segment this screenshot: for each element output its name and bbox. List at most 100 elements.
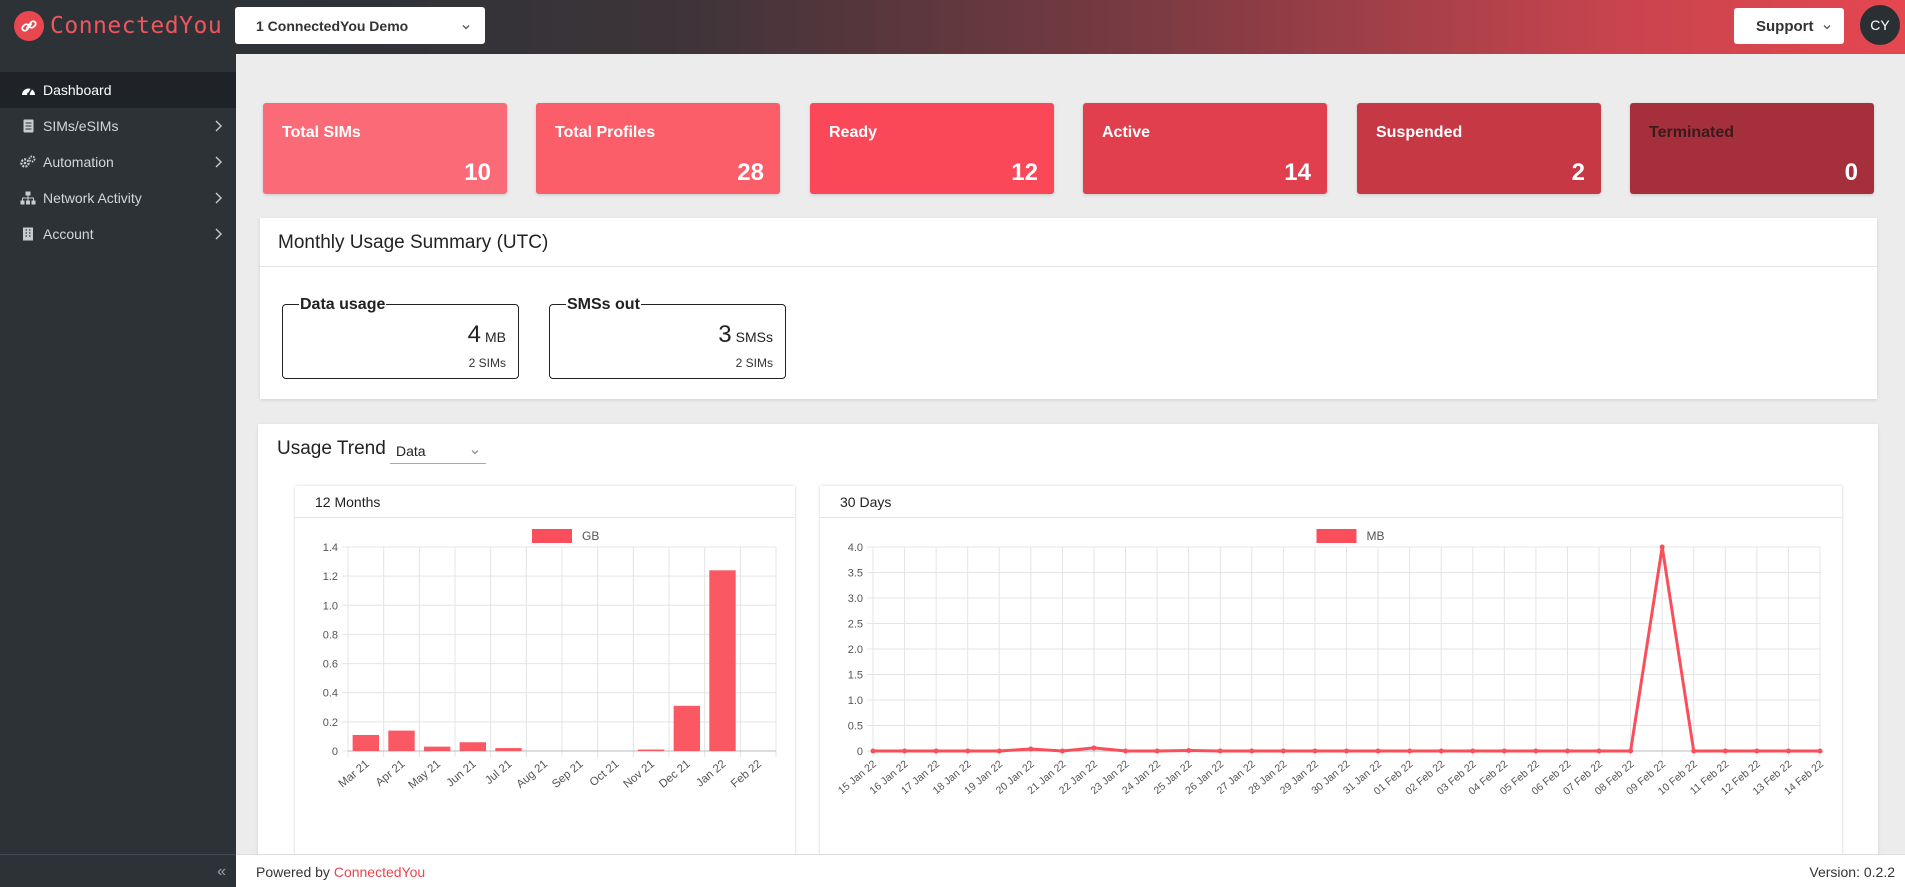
data-point [902,748,908,754]
chevron-down-icon [470,444,480,460]
sidebar-collapse-bar: « [0,854,236,887]
network-icon [20,190,36,206]
data-usage-box: Data usage 4 MB 2 SIMs [282,296,519,379]
bar [709,570,736,751]
y-tick-label: 0.6 [323,659,338,671]
y-tick-label: 1.5 [848,670,863,682]
footer: Powered by ConnectedYou Version: 0.2.2 [236,854,1905,887]
bar [388,730,415,751]
account-select[interactable]: 1 ConnectedYou Demo [235,7,485,44]
stat-card-total-profiles[interactable]: Total Profiles 28 [536,103,780,194]
x-tick-label: Jun 21 [445,758,479,789]
x-tick-label: Sep 21 [550,758,586,791]
brand-name: ConnectedYou [50,13,223,39]
data-point [1817,748,1823,754]
monthly-usage-panel: Monthly Usage Summary (UTC) Data usage 4… [260,218,1877,399]
building-icon [20,226,36,242]
legend-swatch [1316,529,1357,543]
data-point [1028,746,1034,752]
legend-label: GB [582,529,599,543]
data-point [1312,748,1318,754]
stat-label: Active [1102,124,1151,141]
data-point [1059,748,1065,754]
sidebar-item-sims[interactable]: SIMs/eSIMs [0,108,236,144]
sms-out-label: SMSs out [566,296,641,314]
x-tick-label: Oct 21 [588,758,622,789]
data-point [1438,748,1444,754]
stat-label: Total Profiles [555,124,656,141]
y-tick-label: 0.4 [323,688,338,700]
y-tick-label: 0.2 [323,717,338,729]
dashboard-icon [20,82,36,98]
x-tick-label: Jan 22 [694,758,728,789]
data-point [1249,748,1255,754]
x-tick-label: May 21 [406,758,443,791]
x-tick-label: Dec 21 [657,758,693,791]
support-button[interactable]: Support [1734,8,1844,44]
bar [637,749,665,751]
chevron-right-icon [214,191,222,207]
stat-card-suspended[interactable]: Suspended 2 [1357,103,1601,194]
account-select-value: 1 ConnectedYou Demo [256,17,409,34]
y-tick-label: 0.8 [323,629,338,641]
y-tick-label: 0 [857,746,863,758]
cogs-icon [20,154,36,170]
avatar[interactable]: CY [1860,5,1900,45]
bar [495,748,522,751]
stat-label: Ready [829,124,878,141]
stat-value: 2 [1571,159,1585,186]
trend-type-select[interactable]: Data [390,438,486,464]
bar [423,746,451,751]
data-point [1154,748,1160,754]
data-point [1375,748,1381,754]
data-point [1186,747,1192,753]
sidebar-item-automation[interactable]: Automation [0,144,236,180]
stat-card-active[interactable]: Active 14 [1083,103,1327,194]
bar [352,734,380,751]
chart-30-days: 30 Days MB 0 0.5 1.0 1.5 2.0 2.5 3.0 3.5 4.0 15 Ja… [820,486,1842,864]
data-point [1123,748,1129,754]
y-tick-label: 3.0 [848,593,863,605]
divider [260,266,1877,267]
data-point [1628,748,1634,754]
stat-label: Suspended [1376,124,1463,141]
brand-logo[interactable]: ConnectedYou [14,10,222,42]
sms-out-value-group: 3 SMSs [718,321,773,349]
y-tick-label: 3.5 [848,568,863,580]
sidebar-item-label: Account [43,226,94,242]
data-usage-label: Data usage [299,296,387,314]
y-tick-label: 1.0 [848,695,863,707]
sidebar-item-dashboard[interactable]: Dashboard [0,72,236,108]
trend-type-value: Data [396,443,426,459]
data-point [965,748,971,754]
chart-title: 30 Days [820,486,1842,518]
stat-card-total-sims[interactable]: Total SIMs 10 [263,103,507,194]
chart-12-months: 12 Months GB 0 0.2 0.4 0.6 0.8 1.0 1.2 1.4 Mar 21… [295,486,795,864]
stat-label: Total SIMs [282,124,361,141]
footer-brand-link[interactable]: ConnectedYou [333,864,426,880]
version-label: Version: 0.2.2 [1809,864,1895,880]
collapse-sidebar-button[interactable]: « [217,863,226,880]
y-tick-label: 1.0 [323,600,338,612]
data-point [1407,748,1413,754]
x-tick-label: Mar 21 [337,758,372,790]
panel-title: Usage Trend [277,438,386,459]
y-tick-label: 0.5 [848,721,863,733]
bar-chart: GB 0 0.2 0.4 0.6 0.8 1.0 1.2 1.4 Mar 21 Apr 21 May … [323,529,777,792]
sidebar-item-label: Network Activity [43,190,142,206]
data-point [933,748,939,754]
sidebar-item-network-activity[interactable]: Network Activity [0,180,236,216]
stat-value: 0 [1844,159,1858,186]
link-icon [14,11,44,41]
y-tick-label: 0 [332,746,338,758]
x-tick-label: Apr 21 [374,758,408,789]
sidebar-item-account[interactable]: Account [0,216,236,252]
data-usage-value: 4 [467,321,481,348]
stat-card-ready[interactable]: Ready 12 [810,103,1054,194]
y-tick-label: 1.2 [323,571,338,583]
stat-value: 14 [1284,159,1311,186]
data-usage-sims: 2 SIMs [468,356,506,370]
x-tick-label: Nov 21 [621,758,657,791]
sidebar-item-label: Automation [43,154,114,170]
stat-card-terminated[interactable]: Terminated 0 [1630,103,1874,194]
